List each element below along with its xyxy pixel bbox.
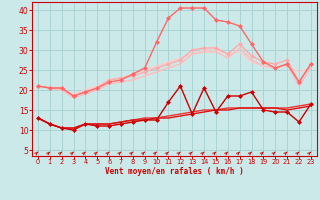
X-axis label: Vent moyen/en rafales ( km/h ): Vent moyen/en rafales ( km/h )	[105, 167, 244, 176]
